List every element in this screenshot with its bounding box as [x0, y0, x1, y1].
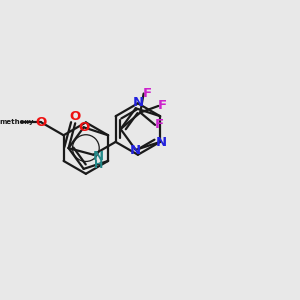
Text: F: F [158, 99, 167, 112]
Text: O: O [70, 110, 81, 123]
Text: N: N [155, 136, 167, 149]
Text: N: N [93, 150, 104, 163]
Text: O: O [78, 121, 89, 134]
Text: N: N [132, 96, 143, 109]
Text: F: F [143, 87, 152, 100]
Text: F: F [154, 118, 164, 131]
Text: H: H [94, 160, 103, 170]
Text: methoxy: methoxy [0, 119, 34, 125]
Text: N: N [130, 144, 141, 157]
Text: O: O [36, 116, 47, 129]
